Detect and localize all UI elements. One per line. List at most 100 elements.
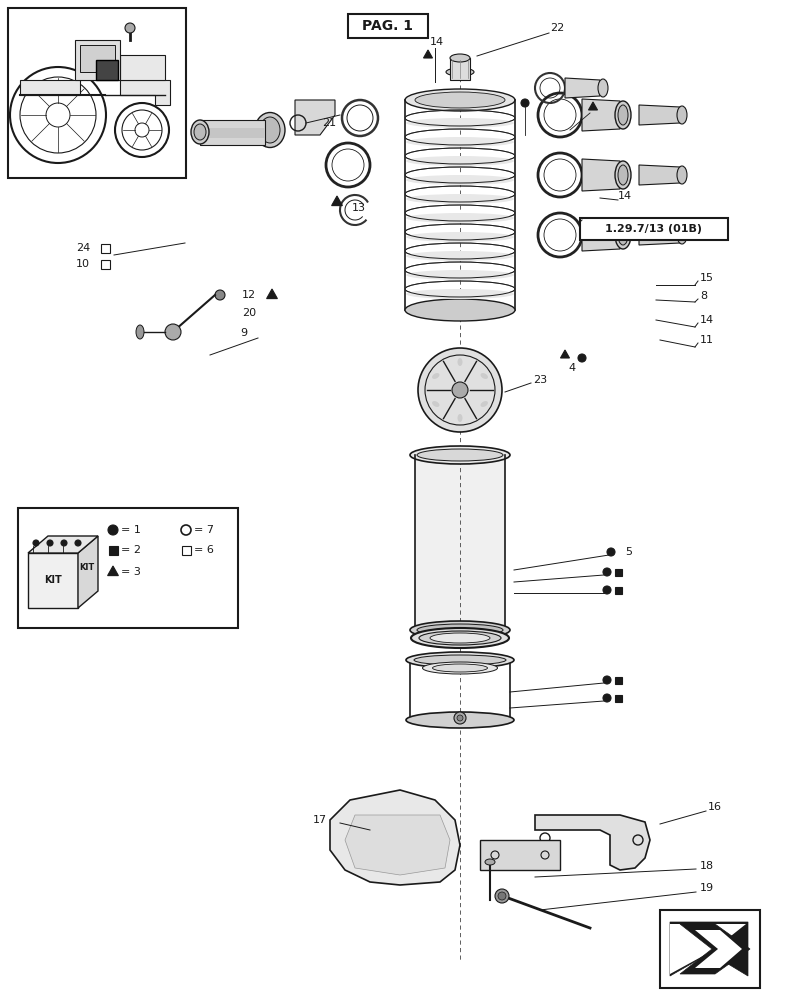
Text: 4: 4 (568, 363, 575, 373)
Ellipse shape (417, 449, 502, 461)
Polygon shape (20, 75, 169, 105)
Ellipse shape (617, 165, 627, 185)
Polygon shape (669, 922, 747, 976)
Ellipse shape (430, 633, 489, 643)
Bar (614, 677, 621, 684)
Text: 11: 11 (699, 335, 713, 345)
Text: = 3: = 3 (121, 567, 140, 577)
Polygon shape (694, 930, 741, 968)
Text: 20: 20 (242, 308, 255, 318)
Ellipse shape (410, 628, 508, 648)
Polygon shape (331, 196, 342, 206)
Text: 18: 18 (699, 861, 713, 871)
Polygon shape (581, 219, 620, 251)
Text: PAG. 1: PAG. 1 (362, 19, 413, 33)
Circle shape (495, 889, 508, 903)
Text: 9: 9 (239, 328, 247, 338)
Ellipse shape (135, 325, 144, 339)
Ellipse shape (676, 226, 686, 244)
Ellipse shape (418, 631, 500, 645)
Ellipse shape (614, 161, 630, 189)
Polygon shape (329, 790, 460, 885)
Ellipse shape (405, 299, 514, 321)
Polygon shape (28, 553, 78, 608)
Ellipse shape (410, 621, 509, 639)
Ellipse shape (406, 289, 513, 299)
Text: 14: 14 (699, 315, 713, 325)
Text: 1.29.7/13 (01B): 1.29.7/13 (01B) (605, 224, 702, 234)
Circle shape (603, 568, 610, 576)
Bar (101, 260, 109, 269)
Text: = 7: = 7 (194, 525, 214, 535)
Circle shape (61, 540, 67, 546)
Text: = 6: = 6 (194, 545, 213, 555)
Text: 16: 16 (707, 802, 721, 812)
Circle shape (418, 348, 501, 432)
Ellipse shape (406, 251, 513, 261)
Ellipse shape (414, 655, 505, 665)
Bar (579, 218, 727, 240)
Ellipse shape (260, 117, 280, 143)
Circle shape (453, 712, 466, 724)
Polygon shape (78, 536, 98, 608)
Polygon shape (560, 350, 569, 358)
Ellipse shape (406, 118, 513, 128)
Circle shape (215, 290, 225, 300)
Ellipse shape (417, 624, 502, 636)
Text: 8: 8 (699, 291, 706, 301)
Polygon shape (667, 918, 751, 980)
Text: 15: 15 (699, 273, 713, 283)
Ellipse shape (676, 106, 686, 124)
Polygon shape (120, 55, 165, 80)
Circle shape (33, 540, 39, 546)
Text: 13: 13 (351, 203, 366, 213)
Ellipse shape (480, 401, 487, 407)
Polygon shape (581, 159, 620, 191)
Ellipse shape (676, 166, 686, 184)
Bar (614, 695, 621, 702)
Circle shape (603, 676, 610, 684)
Text: 23: 23 (532, 375, 547, 385)
Text: 12: 12 (242, 290, 255, 300)
Polygon shape (108, 566, 118, 576)
Polygon shape (564, 78, 599, 98)
Text: 22: 22 (549, 23, 564, 33)
Ellipse shape (406, 194, 513, 204)
Polygon shape (28, 536, 98, 553)
Text: = 1: = 1 (121, 525, 140, 535)
Ellipse shape (614, 101, 630, 129)
Circle shape (75, 540, 81, 546)
Text: KIT: KIT (44, 575, 62, 585)
Ellipse shape (406, 175, 513, 185)
Circle shape (165, 324, 181, 340)
Bar (101, 244, 109, 253)
Ellipse shape (617, 225, 627, 245)
Ellipse shape (414, 92, 504, 108)
Bar (614, 569, 621, 576)
Text: 17: 17 (312, 815, 327, 825)
Ellipse shape (194, 124, 206, 140)
Text: 14: 14 (429, 37, 444, 47)
Ellipse shape (410, 446, 509, 464)
Polygon shape (638, 105, 679, 125)
Circle shape (607, 548, 614, 556)
Ellipse shape (431, 373, 439, 379)
Circle shape (47, 540, 53, 546)
Ellipse shape (484, 859, 495, 865)
Ellipse shape (406, 213, 513, 223)
Bar (406, 100, 513, 310)
Polygon shape (669, 924, 745, 974)
Text: 5: 5 (624, 547, 631, 557)
Circle shape (521, 99, 528, 107)
Circle shape (577, 354, 586, 362)
Text: 10: 10 (76, 259, 90, 269)
Ellipse shape (457, 358, 462, 366)
Bar (96, 60, 118, 80)
Text: 21: 21 (322, 118, 336, 128)
Text: 24: 24 (75, 243, 90, 253)
Ellipse shape (406, 156, 513, 166)
Ellipse shape (191, 120, 208, 144)
Polygon shape (266, 289, 277, 299)
Text: 14: 14 (617, 191, 631, 201)
Bar (18, 508, 238, 628)
